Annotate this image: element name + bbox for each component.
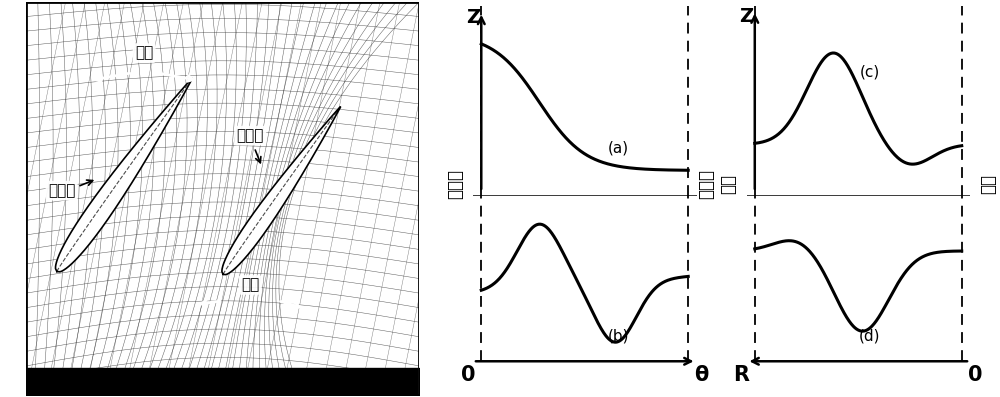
Text: θ: θ bbox=[694, 365, 709, 385]
Text: 0: 0 bbox=[968, 365, 982, 385]
Polygon shape bbox=[56, 78, 192, 272]
Text: 吸力面: 吸力面 bbox=[698, 169, 716, 198]
Text: 前缘: 前缘 bbox=[135, 46, 153, 61]
Text: 压力面: 压力面 bbox=[446, 169, 464, 198]
Polygon shape bbox=[0, 368, 466, 397]
Text: 0: 0 bbox=[461, 365, 475, 385]
Text: (b): (b) bbox=[608, 329, 629, 344]
Text: 前缘: 前缘 bbox=[720, 173, 738, 194]
Text: (d): (d) bbox=[859, 329, 880, 344]
Polygon shape bbox=[222, 107, 341, 275]
Text: Z: Z bbox=[740, 8, 754, 27]
Text: (a): (a) bbox=[608, 141, 629, 156]
Text: 尾缘: 尾缘 bbox=[979, 173, 997, 194]
Text: (c): (c) bbox=[859, 65, 880, 80]
Text: Z: Z bbox=[466, 8, 480, 27]
Text: 尾缘: 尾缘 bbox=[241, 278, 259, 293]
Text: R: R bbox=[734, 365, 750, 385]
Text: 压力面: 压力面 bbox=[48, 183, 75, 198]
Text: 吸力面: 吸力面 bbox=[237, 128, 264, 143]
